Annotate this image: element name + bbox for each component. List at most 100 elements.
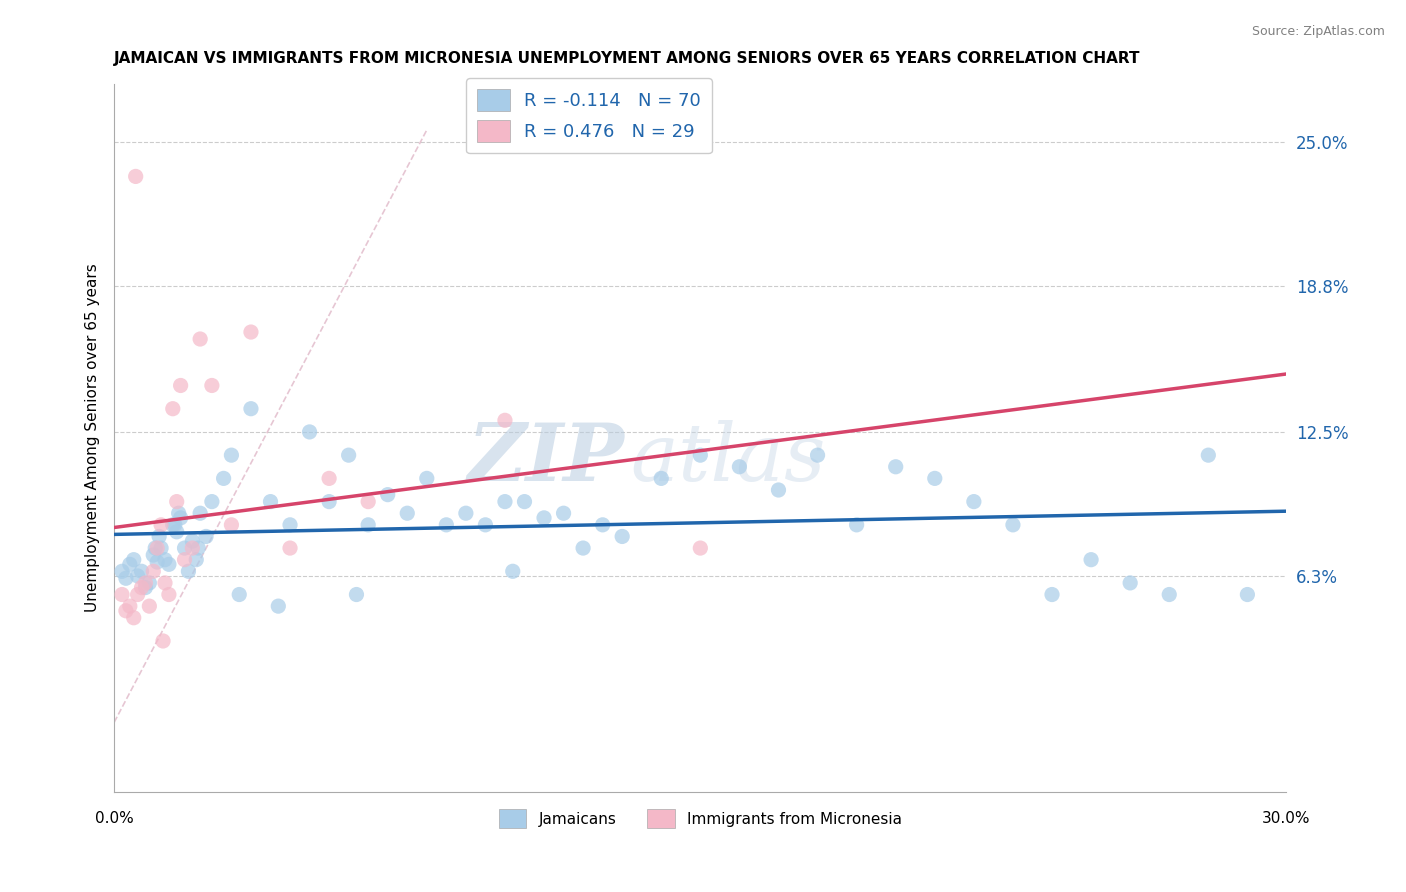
Point: [963, 494, 986, 508]
Point: [166, 494, 188, 508]
Point: [221, 517, 243, 532]
Point: [142, 564, 165, 578]
Point: [924, 471, 946, 485]
Point: [111, 564, 134, 578]
Point: [173, 552, 195, 566]
Point: [337, 448, 360, 462]
Point: [134, 581, 156, 595]
Point: [267, 599, 290, 614]
Point: [416, 471, 439, 485]
Point: [1040, 588, 1063, 602]
Point: [118, 599, 141, 614]
Y-axis label: Unemployment Among Seniors over 65 years: Unemployment Among Seniors over 65 years: [86, 263, 100, 612]
Point: [195, 529, 218, 543]
Point: [212, 471, 235, 485]
Point: [298, 425, 321, 439]
Point: [150, 541, 173, 555]
Point: [1001, 517, 1024, 532]
Text: 0.0%: 0.0%: [94, 811, 134, 825]
Point: [278, 541, 301, 555]
Point: [884, 459, 907, 474]
Point: [148, 529, 170, 543]
Point: [228, 588, 250, 602]
Point: [177, 564, 200, 578]
Text: JAMAICAN VS IMMIGRANTS FROM MICRONESIA UNEMPLOYMENT AMONG SENIORS OVER 65 YEARS : JAMAICAN VS IMMIGRANTS FROM MICRONESIA U…: [114, 51, 1140, 66]
Point: [239, 401, 262, 416]
Point: [181, 541, 204, 555]
Point: [592, 517, 614, 532]
Point: [187, 541, 209, 555]
Point: [146, 555, 169, 569]
Point: [806, 448, 828, 462]
Point: [502, 564, 524, 578]
Point: [201, 378, 224, 392]
Text: atlas: atlas: [630, 420, 825, 498]
Point: [474, 517, 496, 532]
Point: [125, 169, 148, 184]
Point: [1197, 448, 1219, 462]
Point: [1236, 588, 1258, 602]
Point: [146, 541, 169, 555]
Point: [157, 588, 180, 602]
Point: [143, 541, 166, 555]
Point: [153, 552, 176, 566]
Point: [494, 413, 516, 427]
Point: [188, 506, 211, 520]
Point: [162, 517, 184, 532]
Point: [357, 517, 380, 532]
Point: [138, 575, 160, 590]
Point: [612, 529, 634, 543]
Point: [166, 524, 188, 539]
Point: [118, 558, 141, 572]
Point: [533, 511, 555, 525]
Point: [188, 332, 211, 346]
Point: [153, 575, 176, 590]
Point: [650, 471, 672, 485]
Point: [163, 517, 186, 532]
Point: [278, 517, 301, 532]
Point: [221, 448, 243, 462]
Point: [162, 401, 184, 416]
Point: [181, 534, 204, 549]
Point: [434, 517, 457, 532]
Text: ZIP: ZIP: [467, 420, 624, 498]
Point: [167, 506, 190, 520]
Point: [454, 506, 477, 520]
Point: [150, 517, 173, 532]
Point: [728, 459, 751, 474]
Point: [115, 571, 138, 585]
Point: [127, 569, 149, 583]
Point: [768, 483, 790, 497]
Point: [318, 471, 340, 485]
Point: [115, 604, 138, 618]
Point: [169, 511, 191, 525]
Point: [1159, 588, 1181, 602]
Point: [513, 494, 536, 508]
Point: [201, 494, 224, 508]
Point: [169, 378, 191, 392]
Point: [689, 448, 711, 462]
Point: [186, 552, 208, 566]
Point: [127, 588, 149, 602]
Text: 30.0%: 30.0%: [1263, 811, 1310, 825]
Point: [239, 325, 262, 339]
Point: [131, 581, 153, 595]
Point: [572, 541, 595, 555]
Point: [689, 541, 711, 555]
Point: [357, 494, 380, 508]
Point: [142, 548, 165, 562]
Point: [845, 517, 868, 532]
Point: [494, 494, 516, 508]
Point: [396, 506, 419, 520]
Text: Source: ZipAtlas.com: Source: ZipAtlas.com: [1251, 25, 1385, 38]
Point: [122, 552, 145, 566]
Point: [122, 611, 145, 625]
Point: [111, 588, 134, 602]
Point: [346, 588, 368, 602]
Point: [377, 488, 399, 502]
Legend: Jamaicans, Immigrants from Micronesia: Jamaicans, Immigrants from Micronesia: [492, 803, 908, 834]
Point: [173, 541, 195, 555]
Point: [553, 506, 575, 520]
Point: [1119, 575, 1142, 590]
Point: [138, 599, 160, 614]
